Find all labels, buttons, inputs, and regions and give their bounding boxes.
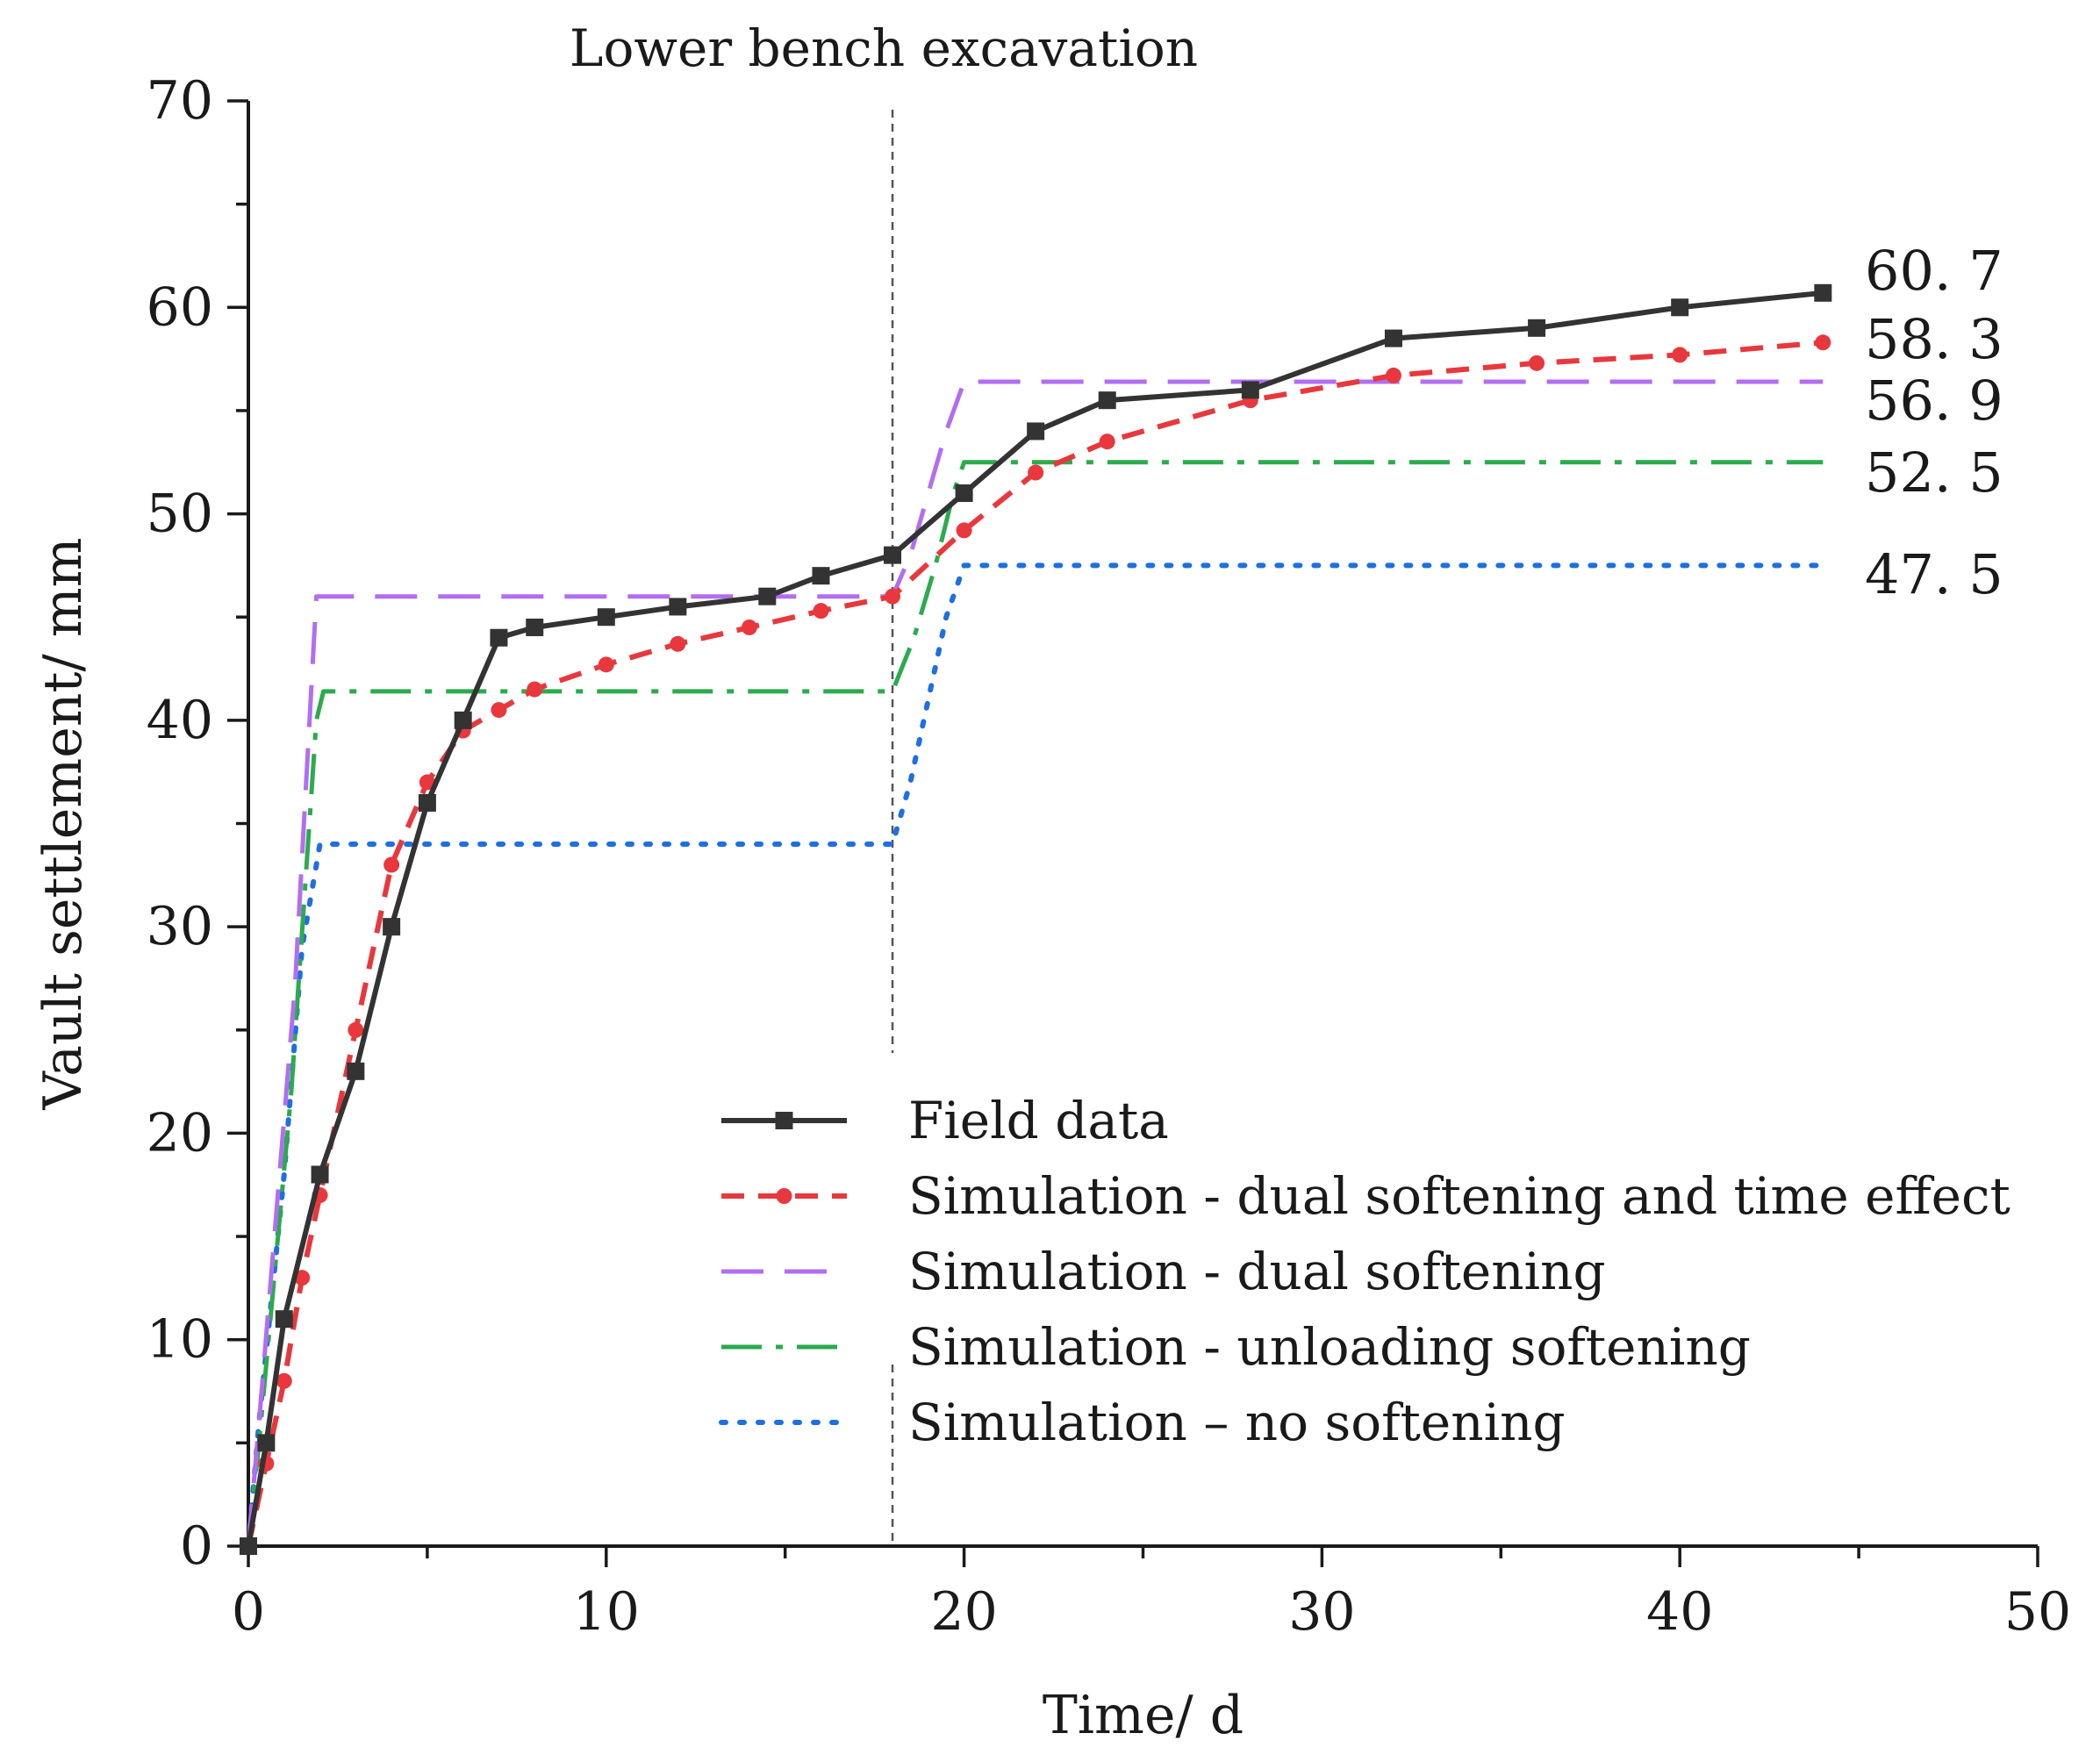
- end-value-label: 60. 7: [1865, 239, 2003, 303]
- data-point-square: [257, 1434, 276, 1452]
- data-point-circle: [1815, 334, 1831, 351]
- x-axis-title: Time/ d: [1043, 1685, 1244, 1746]
- y-tick-label: 50: [147, 483, 213, 545]
- data-point-circle: [527, 681, 543, 698]
- data-point-square: [311, 1165, 329, 1184]
- series-0: [240, 283, 1832, 1555]
- y-axis-title: Vault settlement/ mm: [32, 537, 94, 1110]
- legend-entry: Simulation – no softening: [719, 1393, 1566, 1452]
- data-point-square: [454, 711, 472, 729]
- data-point-square: [240, 1537, 257, 1555]
- y-tick-label: 60: [147, 276, 213, 338]
- end-value-label: 52. 5: [1865, 440, 2003, 505]
- data-point-circle: [598, 656, 614, 673]
- data-point-circle: [1672, 347, 1688, 363]
- data-point-square: [275, 1310, 293, 1329]
- data-point-square: [1814, 283, 1832, 302]
- end-value-label: 58. 3: [1865, 307, 2003, 371]
- data-point-circle: [276, 1372, 292, 1389]
- x-tick-label: 50: [2004, 1581, 2071, 1643]
- x-tick-label: 20: [930, 1581, 997, 1643]
- legend-label: Field data: [908, 1091, 1169, 1150]
- data-point-square: [490, 628, 508, 647]
- data-point-circle: [294, 1270, 311, 1286]
- legend-entry: Field data: [721, 1091, 1169, 1150]
- data-point-square: [955, 484, 973, 503]
- data-point-square: [383, 918, 401, 936]
- y-tick-label: 20: [147, 1102, 213, 1164]
- series-line: [246, 460, 1824, 1547]
- series-2: [246, 379, 1824, 1547]
- y-tick-label: 0: [180, 1515, 213, 1577]
- legend-entry: Simulation - dual softening and time eff…: [721, 1166, 2010, 1226]
- end-value-label: 47. 5: [1865, 542, 2003, 606]
- data-point-square: [526, 618, 544, 636]
- data-point-square: [1027, 422, 1045, 440]
- data-point-circle: [1385, 367, 1401, 383]
- y-tick-label: 70: [147, 70, 213, 132]
- x-tick-label: 30: [1288, 1581, 1355, 1643]
- y-tick-label: 10: [147, 1309, 213, 1371]
- series-4: [246, 562, 1826, 1549]
- series-line: [246, 340, 1824, 1547]
- y-tick-label: 40: [147, 690, 213, 751]
- legend-label: Simulation - unloading softening: [908, 1317, 1751, 1377]
- axes: 0 10 20 30 40 50 0 10 20 30 40 50 60 70: [147, 70, 2072, 1643]
- data-point-circle: [1529, 355, 1545, 371]
- series-layer: 60. 758. 356. 9 52. 5 47. 5: [240, 239, 2003, 1555]
- legend-swatch-marker: [776, 1188, 792, 1204]
- excavation-annotation: Lower bench excavation: [570, 18, 1198, 78]
- x-tick-label: 40: [1646, 1581, 1713, 1643]
- annotation-layer: Lower bench excavation: [570, 18, 1198, 1546]
- data-point-circle: [741, 619, 757, 635]
- data-point-circle: [348, 1021, 364, 1038]
- x-tick-label: 0: [232, 1581, 265, 1643]
- data-point-circle: [419, 774, 435, 791]
- data-point-square: [812, 567, 830, 585]
- data-point-square: [597, 608, 615, 627]
- data-point-circle: [813, 603, 829, 620]
- legend-label: Simulation – no softening: [908, 1393, 1566, 1452]
- data-point-circle: [1099, 433, 1115, 450]
- data-point-square: [758, 587, 777, 605]
- series-3: [246, 460, 1824, 1547]
- data-point-square: [1671, 298, 1689, 317]
- data-point-circle: [885, 588, 901, 605]
- legend-entry: Simulation - dual softening: [721, 1242, 1606, 1301]
- x-tick-label: 10: [573, 1581, 640, 1643]
- data-point-square: [347, 1062, 365, 1080]
- series-line: [246, 562, 1826, 1549]
- data-point-circle: [956, 522, 972, 539]
- data-point-square: [669, 598, 687, 616]
- data-point-circle: [491, 702, 507, 719]
- data-point-circle: [1028, 464, 1044, 481]
- legend-entry: Simulation - unloading softening: [721, 1317, 1751, 1377]
- legend-label: Simulation - dual softening: [908, 1242, 1606, 1301]
- y-tick-label: 30: [147, 896, 213, 957]
- data-point-circle: [670, 635, 686, 652]
- legend-label: Simulation - dual softening and time eff…: [908, 1166, 2010, 1226]
- end-value-label: 56. 9: [1865, 369, 2003, 433]
- data-point-square: [884, 546, 902, 564]
- data-point-square: [1384, 329, 1402, 347]
- data-point-square: [1528, 319, 1546, 337]
- legend-swatch-marker: [775, 1112, 793, 1129]
- data-point-square: [418, 793, 436, 812]
- legend: Field data Simulation - dual softening an…: [719, 1091, 2010, 1452]
- data-point-square: [1241, 381, 1259, 399]
- data-point-square: [1098, 391, 1116, 410]
- data-point-circle: [383, 856, 400, 873]
- series-line: [246, 379, 1824, 1547]
